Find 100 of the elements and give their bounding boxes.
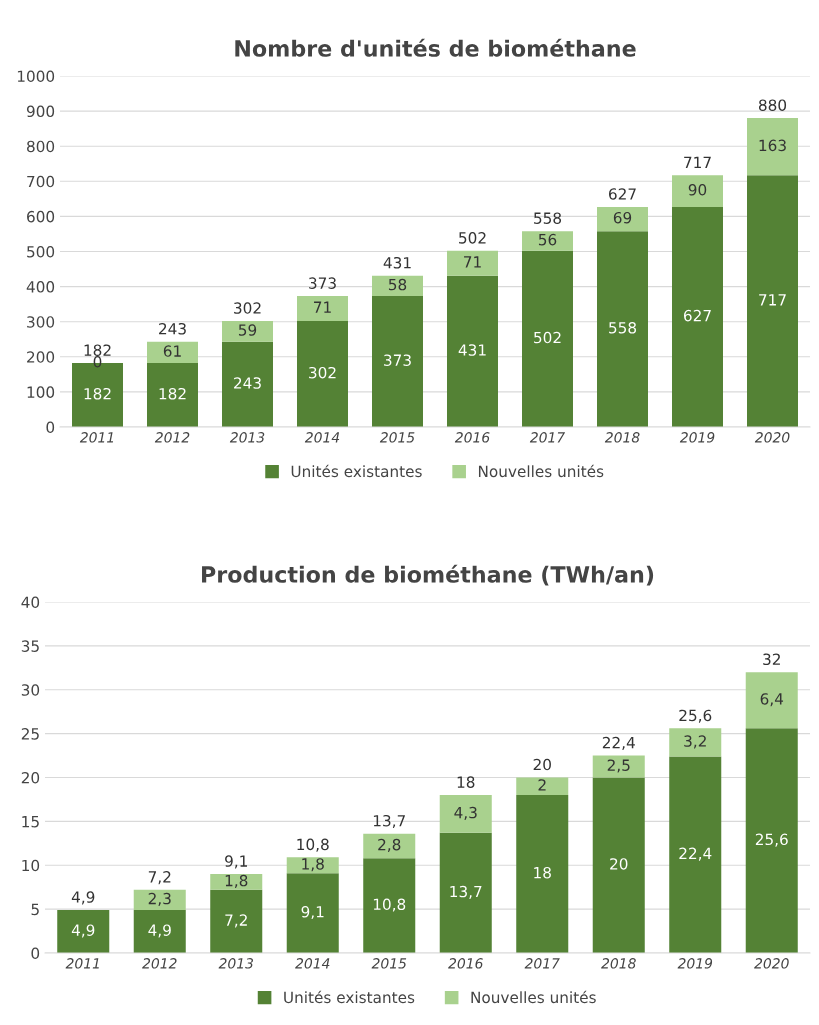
data-label: 6,4 xyxy=(760,693,784,707)
bar xyxy=(516,795,569,953)
data-label: 3,2 xyxy=(684,735,706,749)
total-label: 717 xyxy=(684,156,711,168)
data-label: 71 xyxy=(314,301,331,313)
legend-label: Nouvelles unités xyxy=(478,464,604,478)
bar xyxy=(522,231,573,251)
bar xyxy=(439,795,492,833)
total-label: 4,9 xyxy=(71,891,95,905)
bar xyxy=(745,728,798,953)
bar xyxy=(672,175,723,207)
data-label: 9,1 xyxy=(301,905,324,920)
bar xyxy=(147,363,198,427)
y-tick-label: 30 xyxy=(21,684,40,696)
bar xyxy=(447,250,498,276)
bar xyxy=(372,296,423,427)
legend-label: Unités existantes xyxy=(284,990,415,1004)
total-label: 9,1 xyxy=(225,855,247,869)
data-label: 90 xyxy=(688,184,707,196)
y-tick-label: 25 xyxy=(21,728,39,740)
x-tick-label: 2018 xyxy=(604,432,640,443)
data-label: 2 xyxy=(538,779,546,791)
x-tick-label: 2013 xyxy=(229,432,265,443)
total-label: 182 xyxy=(84,344,111,356)
y-tick-label: 10 xyxy=(22,859,40,872)
x-tick-label: 2014 xyxy=(304,432,340,443)
bar xyxy=(522,250,573,427)
data-label: 243 xyxy=(234,377,261,389)
total-label: 7,2 xyxy=(148,871,171,885)
bar xyxy=(592,777,645,953)
total-label: 20 xyxy=(533,758,551,771)
data-label: 2,5 xyxy=(607,759,630,773)
total-label: 13,7 xyxy=(373,814,405,829)
y-tick-label: 0 xyxy=(46,421,55,434)
x-tick-label: 2012 xyxy=(142,958,177,969)
x-tick-label: 2014 xyxy=(295,958,330,969)
total-label: 10,8 xyxy=(297,838,329,852)
bar xyxy=(747,118,798,176)
total-label: 502 xyxy=(459,232,486,244)
data-label: 20 xyxy=(610,858,628,870)
total-label: 243 xyxy=(159,322,186,335)
data-label: 10,8 xyxy=(373,898,406,912)
bar xyxy=(210,889,263,953)
legend-label: Nouvelles unités xyxy=(471,990,596,1004)
bar xyxy=(57,910,110,953)
chart-title: Production de biométhane (TWh/an) xyxy=(202,564,654,586)
data-label: 58 xyxy=(388,278,407,291)
x-tick-label: 2013 xyxy=(218,958,254,969)
bar xyxy=(747,175,798,427)
x-tick-label: 2017 xyxy=(529,432,566,443)
x-tick-label: 2018 xyxy=(601,958,636,969)
total-label: 18 xyxy=(457,776,475,788)
data-label: 71 xyxy=(464,256,481,268)
data-label: 502 xyxy=(534,331,561,344)
y-tick-label: 600 xyxy=(27,210,55,223)
x-tick-label: 2012 xyxy=(154,432,190,443)
y-tick-label: 500 xyxy=(27,245,55,258)
bar xyxy=(222,341,273,427)
data-label: 558 xyxy=(609,321,637,334)
y-tick-label: 800 xyxy=(27,140,55,153)
x-tick-label: 2015 xyxy=(371,958,407,969)
bar xyxy=(439,832,492,953)
x-tick-label: 2011 xyxy=(65,958,99,969)
bar xyxy=(669,728,722,757)
data-label: 717 xyxy=(759,294,786,306)
data-label: 18 xyxy=(534,866,551,879)
y-tick-label: 400 xyxy=(26,281,55,293)
data-label: 182 xyxy=(84,387,111,400)
data-label: 2,3 xyxy=(148,892,171,906)
total-label: 431 xyxy=(383,256,411,269)
y-tick-label: 35 xyxy=(21,640,39,652)
total-label: 32 xyxy=(763,653,780,666)
data-label: 627 xyxy=(683,309,711,322)
data-label: 182 xyxy=(159,387,186,400)
bar xyxy=(745,672,798,729)
x-tick-label: 2020 xyxy=(754,432,790,443)
y-tick-label: 20 xyxy=(21,771,40,784)
data-label: 4,3 xyxy=(454,806,477,820)
y-tick-label: 300 xyxy=(27,316,55,328)
y-tick-label: 100 xyxy=(27,386,55,398)
data-label: 163 xyxy=(759,139,786,152)
data-label: 25,6 xyxy=(755,833,788,847)
x-tick-label: 2019 xyxy=(677,958,713,969)
y-tick-label: 5 xyxy=(31,903,39,916)
total-label: 558 xyxy=(534,212,562,224)
y-tick-label: 900 xyxy=(26,105,55,118)
data-label: 2,8 xyxy=(378,838,401,852)
data-label: 22,4 xyxy=(679,847,712,861)
data-label: 61 xyxy=(163,345,181,357)
data-label: 373 xyxy=(384,354,411,366)
bar xyxy=(286,857,339,874)
x-tick-label: 2016 xyxy=(454,432,490,443)
data-label: 1,8 xyxy=(225,874,248,888)
x-tick-label: 2016 xyxy=(448,958,483,969)
data-label: 69 xyxy=(613,211,632,224)
y-tick-label: 15 xyxy=(22,816,39,828)
bar xyxy=(286,873,339,953)
x-tick-label: 2019 xyxy=(679,432,715,443)
total-label: 302 xyxy=(234,302,261,314)
data-label: 13,7 xyxy=(450,885,482,899)
